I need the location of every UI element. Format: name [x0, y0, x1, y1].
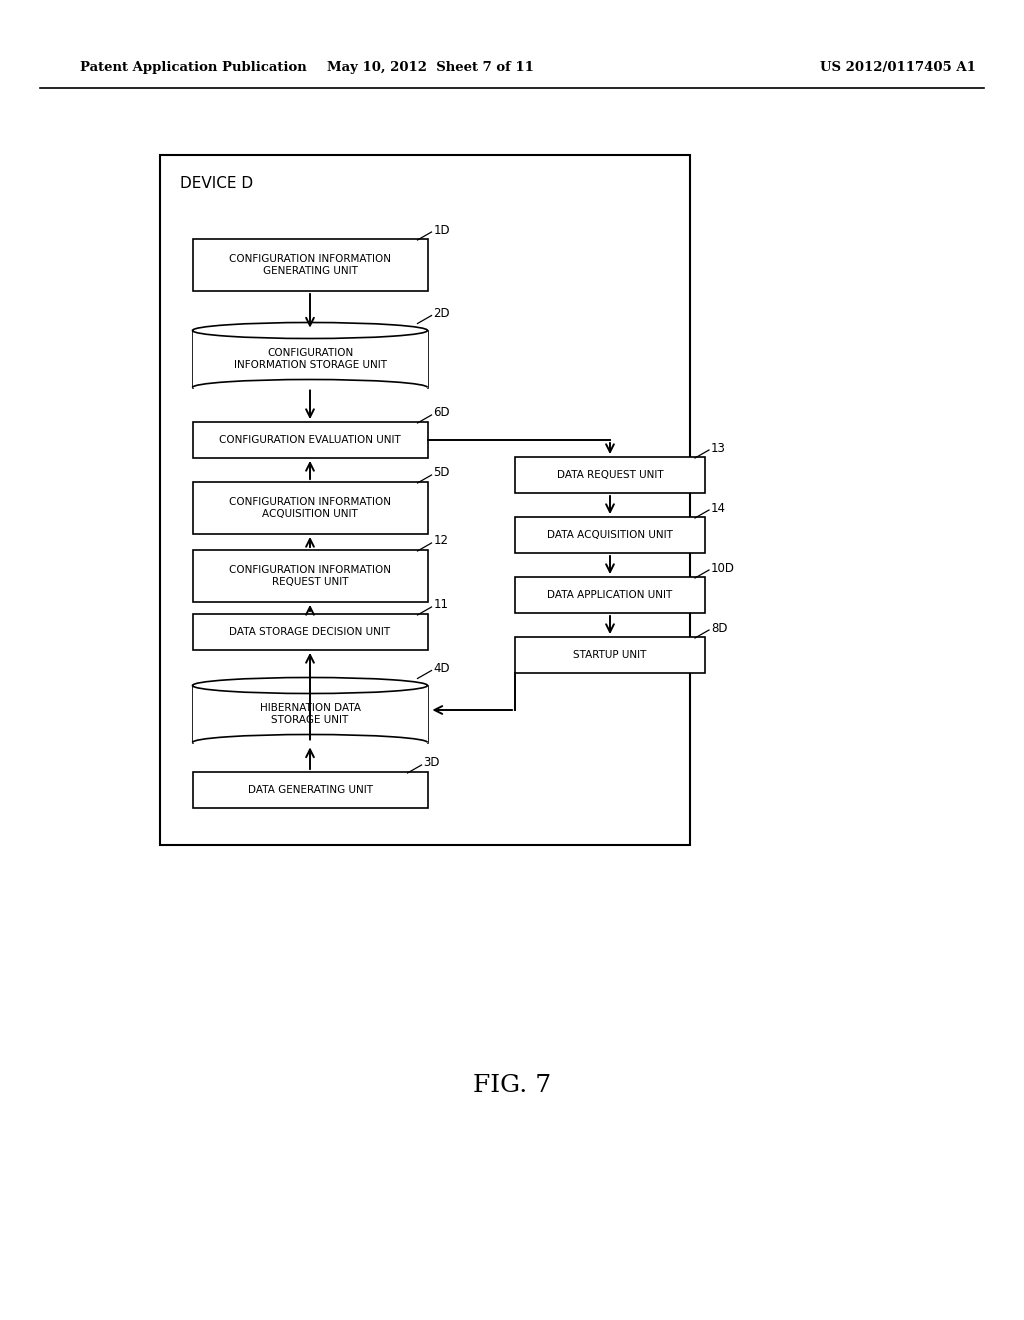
- Text: US 2012/0117405 A1: US 2012/0117405 A1: [820, 62, 976, 74]
- Text: CONFIGURATION INFORMATION
ACQUISITION UNIT: CONFIGURATION INFORMATION ACQUISITION UN…: [229, 498, 391, 519]
- Text: 4D: 4D: [433, 663, 451, 675]
- Text: CONFIGURATION INFORMATION
GENERATING UNIT: CONFIGURATION INFORMATION GENERATING UNI…: [229, 255, 391, 276]
- Bar: [193, 482, 427, 535]
- Text: FIG. 7: FIG. 7: [473, 1073, 551, 1097]
- Text: DATA STORAGE DECISION UNIT: DATA STORAGE DECISION UNIT: [229, 627, 390, 638]
- Text: DATA GENERATING UNIT: DATA GENERATING UNIT: [248, 785, 373, 795]
- Bar: [515, 517, 705, 553]
- Bar: [515, 638, 705, 673]
- Bar: [193, 550, 427, 602]
- Text: 8D: 8D: [711, 622, 727, 635]
- Bar: [515, 577, 705, 612]
- Text: HIBERNATION DATA
STORAGE UNIT: HIBERNATION DATA STORAGE UNIT: [259, 704, 360, 725]
- Text: DEVICE D: DEVICE D: [180, 176, 253, 190]
- Text: DATA ACQUISITION UNIT: DATA ACQUISITION UNIT: [547, 531, 673, 540]
- Text: May 10, 2012  Sheet 7 of 11: May 10, 2012 Sheet 7 of 11: [327, 62, 534, 74]
- Ellipse shape: [193, 322, 427, 338]
- Ellipse shape: [193, 677, 427, 693]
- Bar: [193, 685, 427, 742]
- Text: CONFIGURATION INFORMATION
REQUEST UNIT: CONFIGURATION INFORMATION REQUEST UNIT: [229, 565, 391, 587]
- Text: 13: 13: [711, 441, 726, 454]
- Bar: [193, 772, 427, 808]
- Text: 10D: 10D: [711, 561, 735, 574]
- Bar: [193, 239, 427, 290]
- Text: 1D: 1D: [433, 223, 451, 236]
- Text: CONFIGURATION EVALUATION UNIT: CONFIGURATION EVALUATION UNIT: [219, 436, 400, 445]
- Bar: [193, 422, 427, 458]
- Text: Patent Application Publication: Patent Application Publication: [80, 62, 307, 74]
- Text: 3D: 3D: [424, 756, 440, 770]
- Bar: [160, 154, 690, 845]
- Bar: [193, 614, 427, 649]
- Text: STARTUP UNIT: STARTUP UNIT: [573, 649, 647, 660]
- Text: 6D: 6D: [433, 407, 451, 420]
- Text: 11: 11: [433, 598, 449, 611]
- Text: 2D: 2D: [433, 308, 451, 319]
- Bar: [193, 330, 427, 388]
- Text: DATA REQUEST UNIT: DATA REQUEST UNIT: [557, 470, 664, 480]
- Text: 12: 12: [433, 535, 449, 548]
- Text: 14: 14: [711, 502, 726, 515]
- Text: 5D: 5D: [433, 466, 450, 479]
- Text: DATA APPLICATION UNIT: DATA APPLICATION UNIT: [548, 590, 673, 601]
- Bar: [515, 457, 705, 492]
- Text: CONFIGURATION
INFORMATION STORAGE UNIT: CONFIGURATION INFORMATION STORAGE UNIT: [233, 348, 386, 370]
